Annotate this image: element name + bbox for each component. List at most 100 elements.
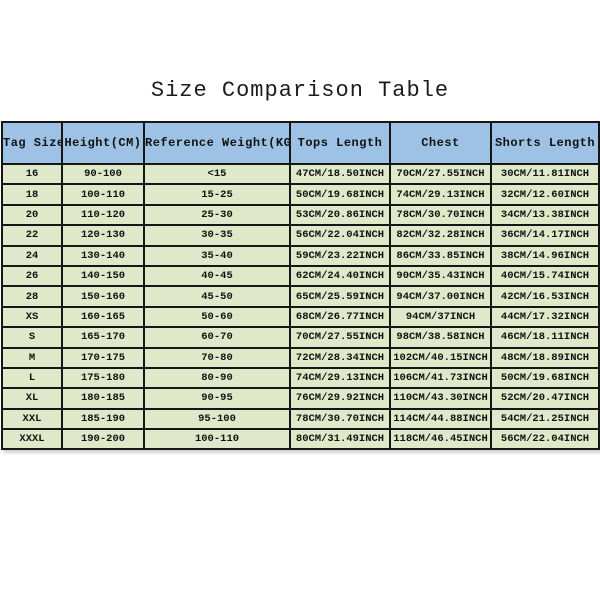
table-cell: 40-45 — [143, 264, 291, 288]
table-cell: 38CM/14.96INCH — [490, 244, 600, 267]
table-cell: 180-185 — [61, 387, 145, 410]
table-cell: L — [1, 366, 63, 390]
table-cell: 70-80 — [143, 346, 291, 369]
table-cell: 59CM/23.22INCH — [289, 244, 391, 267]
table-cell: 56CM/22.04INCH — [289, 224, 391, 247]
table-cell: 28 — [1, 285, 63, 308]
table-cell: 110-120 — [61, 203, 145, 227]
table-cell: XXXL — [1, 428, 63, 451]
table-cell: 40CM/15.74INCH — [490, 264, 600, 288]
table-cell: 120-130 — [61, 224, 145, 247]
table-cell: 78CM/30.70INCH — [289, 407, 391, 431]
table-cell: 90-95 — [143, 387, 291, 410]
size-comparison-table: Tag Size Height(CM) Reference Weight(KG) To… — [1, 121, 600, 451]
table-cell: 94CM/37.00INCH — [389, 285, 492, 308]
table-header-row: Tag Size Height(CM) Reference Weight(KG) To… — [1, 121, 600, 165]
table-cell: 95-100 — [143, 407, 291, 431]
table-cell: XS — [1, 305, 63, 329]
table-cell: 50CM/19.68INCH — [289, 183, 391, 206]
table-row: 24 130-140 35-40 59CM/23.22INCH 86CM/33.85IN… — [1, 244, 600, 267]
table-cell: 42CM/16.53INCH — [490, 285, 600, 308]
column-header: Chest — [389, 121, 492, 165]
table-cell: 190-200 — [61, 428, 145, 451]
table-cell: 165-170 — [61, 326, 145, 349]
table-cell: 24 — [1, 244, 63, 267]
table-row: 22 120-130 30-35 56CM/22.04INCH 82CM/32.28IN… — [1, 224, 600, 247]
table-cell: 160-165 — [61, 305, 145, 329]
table-cell: 78CM/30.70INCH — [389, 203, 492, 227]
table-cell: 68CM/26.77INCH — [289, 305, 391, 329]
table-cell: 32CM/12.60INCH — [490, 183, 600, 206]
table-cell: 106CM/41.73INCH — [389, 366, 492, 390]
column-header: Height(CM) — [61, 121, 145, 165]
table-row: S 165-170 60-70 70CM/27.55INCH 98CM/38.58INC… — [1, 326, 600, 349]
table-cell: 118CM/46.45INCH — [389, 428, 492, 451]
table-cell: 98CM/38.58INCH — [389, 326, 492, 349]
header-row: Tag Size Height(CM) Reference Weight(KG) To… — [1, 121, 600, 165]
table-row: XS 160-165 50-60 68CM/26.77INCH 94CM/37INCH 4… — [1, 305, 600, 329]
column-header: Shorts Length — [490, 121, 600, 165]
table-row: XXL 185-190 95-100 78CM/30.70INCH 114CM/44.8… — [1, 407, 600, 431]
table-cell: 150-160 — [61, 285, 145, 308]
table-cell: 140-150 — [61, 264, 145, 288]
table-row: XL 180-185 90-95 76CM/29.92INCH 110CM/43.30I… — [1, 387, 600, 410]
table-cell: 94CM/37INCH — [389, 305, 492, 329]
table-cell: 16 — [1, 162, 63, 186]
table-cell: 90-100 — [61, 162, 145, 186]
table-cell: 47CM/18.50INCH — [289, 162, 391, 186]
table-cell: 65CM/25.59INCH — [289, 285, 391, 308]
table-row: L 175-180 80-90 74CM/29.13INCH 106CM/41.73IN… — [1, 366, 600, 390]
table-cell: 48CM/18.89INCH — [490, 346, 600, 369]
table-cell: 46CM/18.11INCH — [490, 326, 600, 349]
table-cell: 74CM/29.13INCH — [389, 183, 492, 206]
table-cell: 56CM/22.04INCH — [490, 428, 600, 451]
table-cell: 22 — [1, 224, 63, 247]
table-cell: 76CM/29.92INCH — [289, 387, 391, 410]
table-cell: 53CM/20.86INCH — [289, 203, 391, 227]
table-cell: 18 — [1, 183, 63, 206]
table-cell: 15-25 — [143, 183, 291, 206]
table-cell: 82CM/32.28INCH — [389, 224, 492, 247]
table-cell: 90CM/35.43INCH — [389, 264, 492, 288]
table-row: 28 150-160 45-50 65CM/25.59INCH 94CM/37.00IN… — [1, 285, 600, 308]
table-cell: 114CM/44.88INCH — [389, 407, 492, 431]
table-cell: 20 — [1, 203, 63, 227]
table-cell: 60-70 — [143, 326, 291, 349]
table-cell: 100-110 — [61, 183, 145, 206]
table-row: 16 90-100 <15 47CM/18.50INCH 70CM/27.55INCH 3… — [1, 162, 600, 186]
table-cell: 72CM/28.34INCH — [289, 346, 391, 369]
table-cell: 86CM/33.85INCH — [389, 244, 492, 267]
table-cell: 26 — [1, 264, 63, 288]
table-cell: 36CM/14.17INCH — [490, 224, 600, 247]
table-cell: 44CM/17.32INCH — [490, 305, 600, 329]
column-header: Tops Length — [289, 121, 391, 165]
table-cell: 170-175 — [61, 346, 145, 369]
column-header: Tag Size — [1, 121, 63, 165]
table-cell: 50-60 — [143, 305, 291, 329]
column-header: Reference Weight(KG) — [143, 121, 291, 165]
table-cell: 25-30 — [143, 203, 291, 227]
table-cell: 70CM/27.55INCH — [389, 162, 492, 186]
table-cell: 35-40 — [143, 244, 291, 267]
table-cell: 175-180 — [61, 366, 145, 390]
table-body: 16 90-100 <15 47CM/18.50INCH 70CM/27.55INCH 3… — [1, 162, 600, 451]
table-cell: 102CM/40.15INCH — [389, 346, 492, 369]
table-cell: 30-35 — [143, 224, 291, 247]
table-row: 20 110-120 25-30 53CM/20.86INCH 78CM/30.70IN… — [1, 203, 600, 227]
table-cell: 80CM/31.49INCH — [289, 428, 391, 451]
table-cell: <15 — [143, 162, 291, 186]
table-row: 18 100-110 15-25 50CM/19.68INCH 74CM/29.13IN… — [1, 183, 600, 206]
table-cell: 110CM/43.30INCH — [389, 387, 492, 410]
table-cell: 100-110 — [143, 428, 291, 451]
table-cell: 54CM/21.25INCH — [490, 407, 600, 431]
table-row: 26 140-150 40-45 62CM/24.40INCH 90CM/35.43IN… — [1, 264, 600, 288]
table-cell: 45-50 — [143, 285, 291, 308]
page-title: Size Comparison Table — [150, 78, 450, 103]
table-cell: 50CM/19.68INCH — [490, 366, 600, 390]
table-cell: 30CM/11.81INCH — [490, 162, 600, 186]
table-cell: 62CM/24.40INCH — [289, 264, 391, 288]
table-cell: 130-140 — [61, 244, 145, 267]
table-cell: 34CM/13.38INCH — [490, 203, 600, 227]
table-cell: 52CM/20.47INCH — [490, 387, 600, 410]
